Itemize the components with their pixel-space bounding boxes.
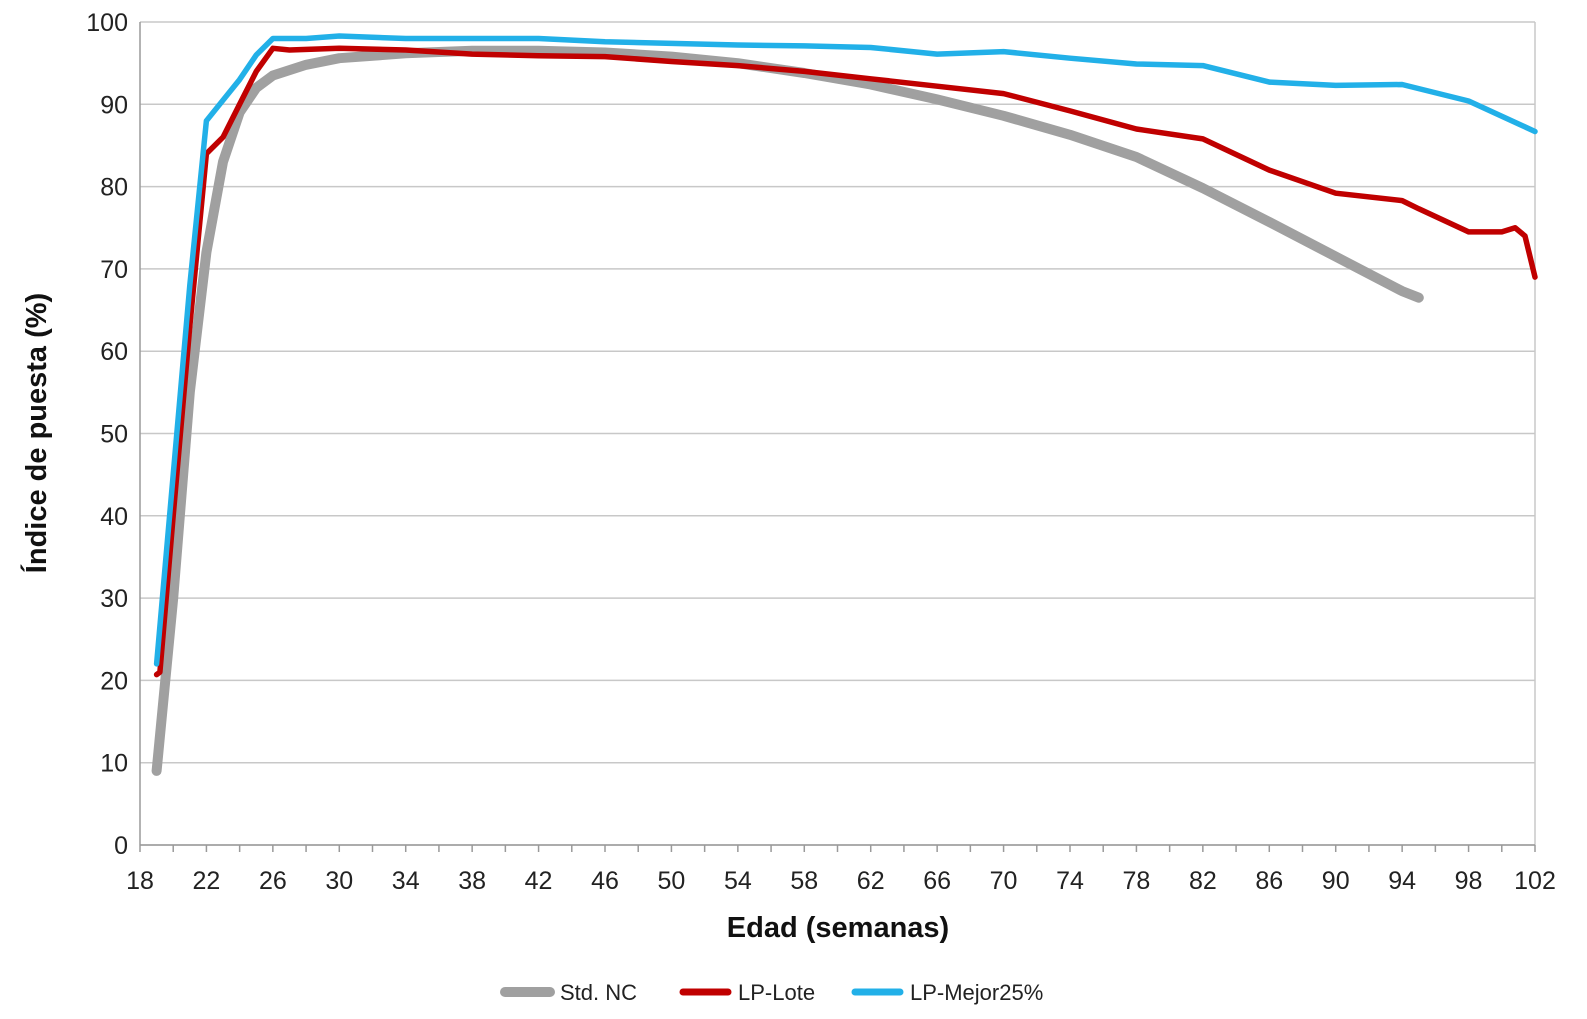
- legend-label: LP-Lote: [738, 980, 815, 1005]
- x-tick-label: 74: [1056, 867, 1084, 895]
- x-tick-label: 82: [1189, 867, 1217, 895]
- x-tick-label: 90: [1322, 867, 1350, 895]
- x-tick-label: 86: [1255, 867, 1283, 895]
- y-tick-label: 0: [114, 832, 128, 860]
- y-tick-label: 40: [100, 503, 128, 531]
- y-tick-label: 10: [100, 750, 128, 778]
- x-tick-label: 70: [990, 867, 1018, 895]
- grid-lines: [139, 21, 1536, 846]
- legend-label: Std. NC: [560, 980, 637, 1005]
- y-axis-title: Índice de puesta (%): [19, 293, 53, 573]
- y-tick-label: 70: [100, 256, 128, 284]
- y-tick-label: 90: [100, 91, 128, 119]
- x-axis-ticks: 18 22 26 30 34 38 42 46 50 54 58 62 66 70 74 78 82 86 90 94…: [126, 845, 1556, 895]
- legend-label: LP-Mejor25%: [910, 980, 1043, 1005]
- x-tick-label: 58: [790, 867, 818, 895]
- x-tick-label: 78: [1123, 867, 1151, 895]
- y-axis-ticks: 0 10 20 30 40 50 60 70 80 90 100: [86, 9, 128, 860]
- x-tick-label: 18: [126, 867, 154, 895]
- x-tick-label: 98: [1455, 867, 1483, 895]
- x-tick-label: 46: [591, 867, 619, 895]
- y-tick-label: 100: [86, 9, 128, 37]
- y-tick-label: 30: [100, 585, 128, 613]
- series-line-lp-lote: [153, 45, 1538, 678]
- x-tick-label: 42: [525, 867, 553, 895]
- series-line-lp-mejor25: [153, 33, 1538, 667]
- y-tick-label: 80: [100, 174, 128, 202]
- x-tick-label: 62: [857, 867, 885, 895]
- x-tick-label: 30: [325, 867, 353, 895]
- y-tick-label: 50: [100, 421, 128, 449]
- x-tick-label: 66: [923, 867, 951, 895]
- x-tick-label: 34: [392, 867, 420, 895]
- x-axis-title: Edad (semanas): [727, 912, 949, 944]
- x-tick-label: 38: [458, 867, 486, 895]
- x-tick-label: 26: [259, 867, 287, 895]
- x-tick-label: 94: [1388, 867, 1416, 895]
- legend: Std. NC LP-Lote LP-Mejor25%: [500, 980, 1043, 1005]
- x-tick-label: 50: [658, 867, 686, 895]
- y-tick-label: 20: [100, 667, 128, 695]
- y-tick-label: 60: [100, 338, 128, 366]
- x-tick-label: 102: [1514, 867, 1556, 895]
- series-line-std-nc: [151, 45, 1424, 776]
- series-lines: [151, 33, 1538, 776]
- x-tick-label: 22: [193, 867, 221, 895]
- x-tick-label: 54: [724, 867, 752, 895]
